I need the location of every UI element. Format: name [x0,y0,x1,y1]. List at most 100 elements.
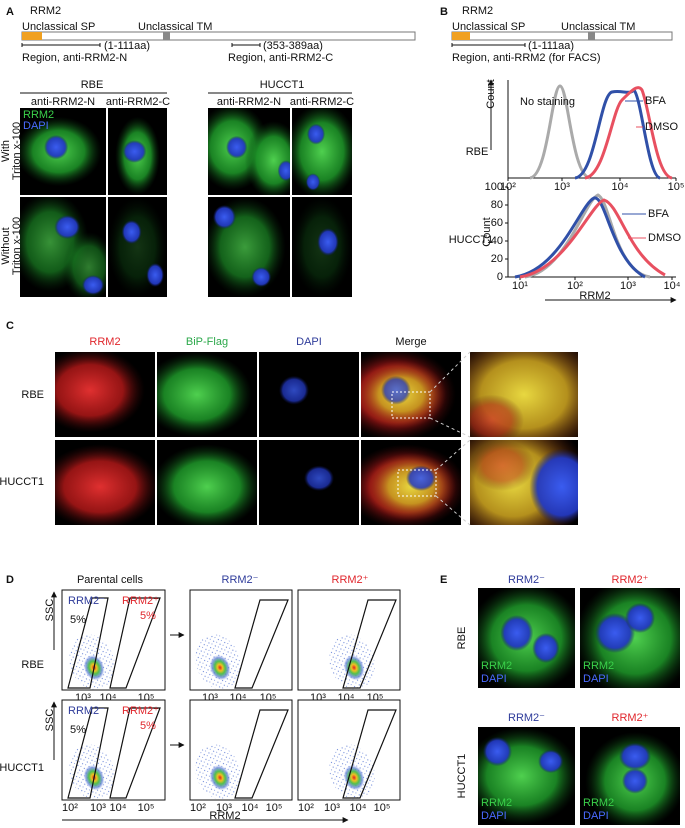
label: 10³ [324,802,340,814]
cell [122,140,147,163]
histogram-curve [584,86,673,180]
label: (1-111aa) [528,40,574,52]
label: DAPI [296,336,322,348]
cell [482,736,512,767]
label: Parental cells [77,574,144,586]
label: BFA [648,208,669,220]
cell [304,465,334,491]
cell [532,633,560,663]
label: B [440,6,448,18]
label: RBE [456,627,468,650]
stain-label: DAPI [583,673,609,685]
label: HUCCT1 [0,476,44,488]
label: RRM2 [30,5,61,17]
cell [529,448,578,525]
label: RRM2⁻ [68,595,105,607]
cell [55,444,155,525]
micrograph-content [292,108,352,195]
cell [595,613,635,653]
label: 10² [567,280,583,292]
sp-domain [22,32,42,40]
event-density [343,654,365,681]
micrograph-content [157,444,257,525]
label: RRM2⁻ [222,574,259,586]
label: 10⁵ [374,802,391,814]
gate [234,709,289,799]
micrograph-content [292,197,352,297]
stain-label: RRM2 [583,660,614,672]
label: 5% [140,610,156,622]
label: RRM2 [89,336,120,348]
stain-label: DAPI [23,120,49,132]
label: With [0,140,12,162]
label: RBE [21,659,44,671]
label: RBE [466,146,489,158]
cell [622,768,648,794]
cell [157,352,252,437]
histogram-curve [514,196,646,279]
cell [121,220,142,244]
label: Without [0,227,12,264]
cell [226,135,248,159]
cell [292,108,352,195]
histogram-curve [529,84,591,180]
label: anti-RRM2-C [290,96,354,108]
histogram-curve [574,87,661,180]
stain-label: DAPI [481,810,507,822]
label: RRM2 [579,290,610,302]
label: 10³ [90,802,106,814]
event-density [209,764,231,791]
cell [44,134,69,160]
micrograph-content [470,440,578,525]
label: 5% [70,614,86,626]
stain-label: RRM2 [23,109,54,121]
label: 10⁵ [138,802,155,814]
cell [244,121,290,195]
label: RRM2 [209,810,240,822]
micrograph-content [115,116,160,195]
label: SSC [44,599,56,622]
label: RRM2⁺ [122,595,159,607]
label: 10⁴ [612,181,629,193]
label: BFA [645,95,666,107]
micrograph-content [55,444,155,525]
label: 10¹ [512,280,528,292]
label: Merge [395,336,426,348]
label: anti-RRM2-N [217,96,281,108]
micrograph-content [304,465,334,491]
label: RRM2⁺ [612,574,649,586]
label: (353-389aa) [263,40,323,52]
label: 10⁴ [110,802,127,814]
micrograph-content [279,375,309,405]
micrograph-content [580,588,680,688]
micrograph-content [208,108,290,195]
gate [234,599,289,689]
cell [538,749,564,774]
label: HUCCT1 [260,79,305,91]
label: 10³ [216,802,232,814]
micrograph-content [20,197,106,297]
label: 10² [298,802,314,814]
gate [67,597,109,689]
gate [109,707,161,799]
label: RRM2⁻ [68,705,105,717]
cell [54,215,81,239]
label: 10⁴ [664,280,681,292]
micrograph-content [361,444,461,525]
cell [251,267,272,287]
cell [305,173,321,191]
label: HUCCT1 [449,234,494,246]
stain-label: DAPI [481,673,507,685]
cell [146,263,165,287]
label: RBE [81,79,104,91]
label: 60 [491,217,503,229]
protein-bar [21,31,416,41]
cell [619,742,651,771]
cell [470,440,535,491]
label: SSC [44,709,56,732]
gate [109,597,161,689]
label: C [6,320,14,332]
stain-label: DAPI [583,810,609,822]
label: 10⁴ [242,802,259,814]
